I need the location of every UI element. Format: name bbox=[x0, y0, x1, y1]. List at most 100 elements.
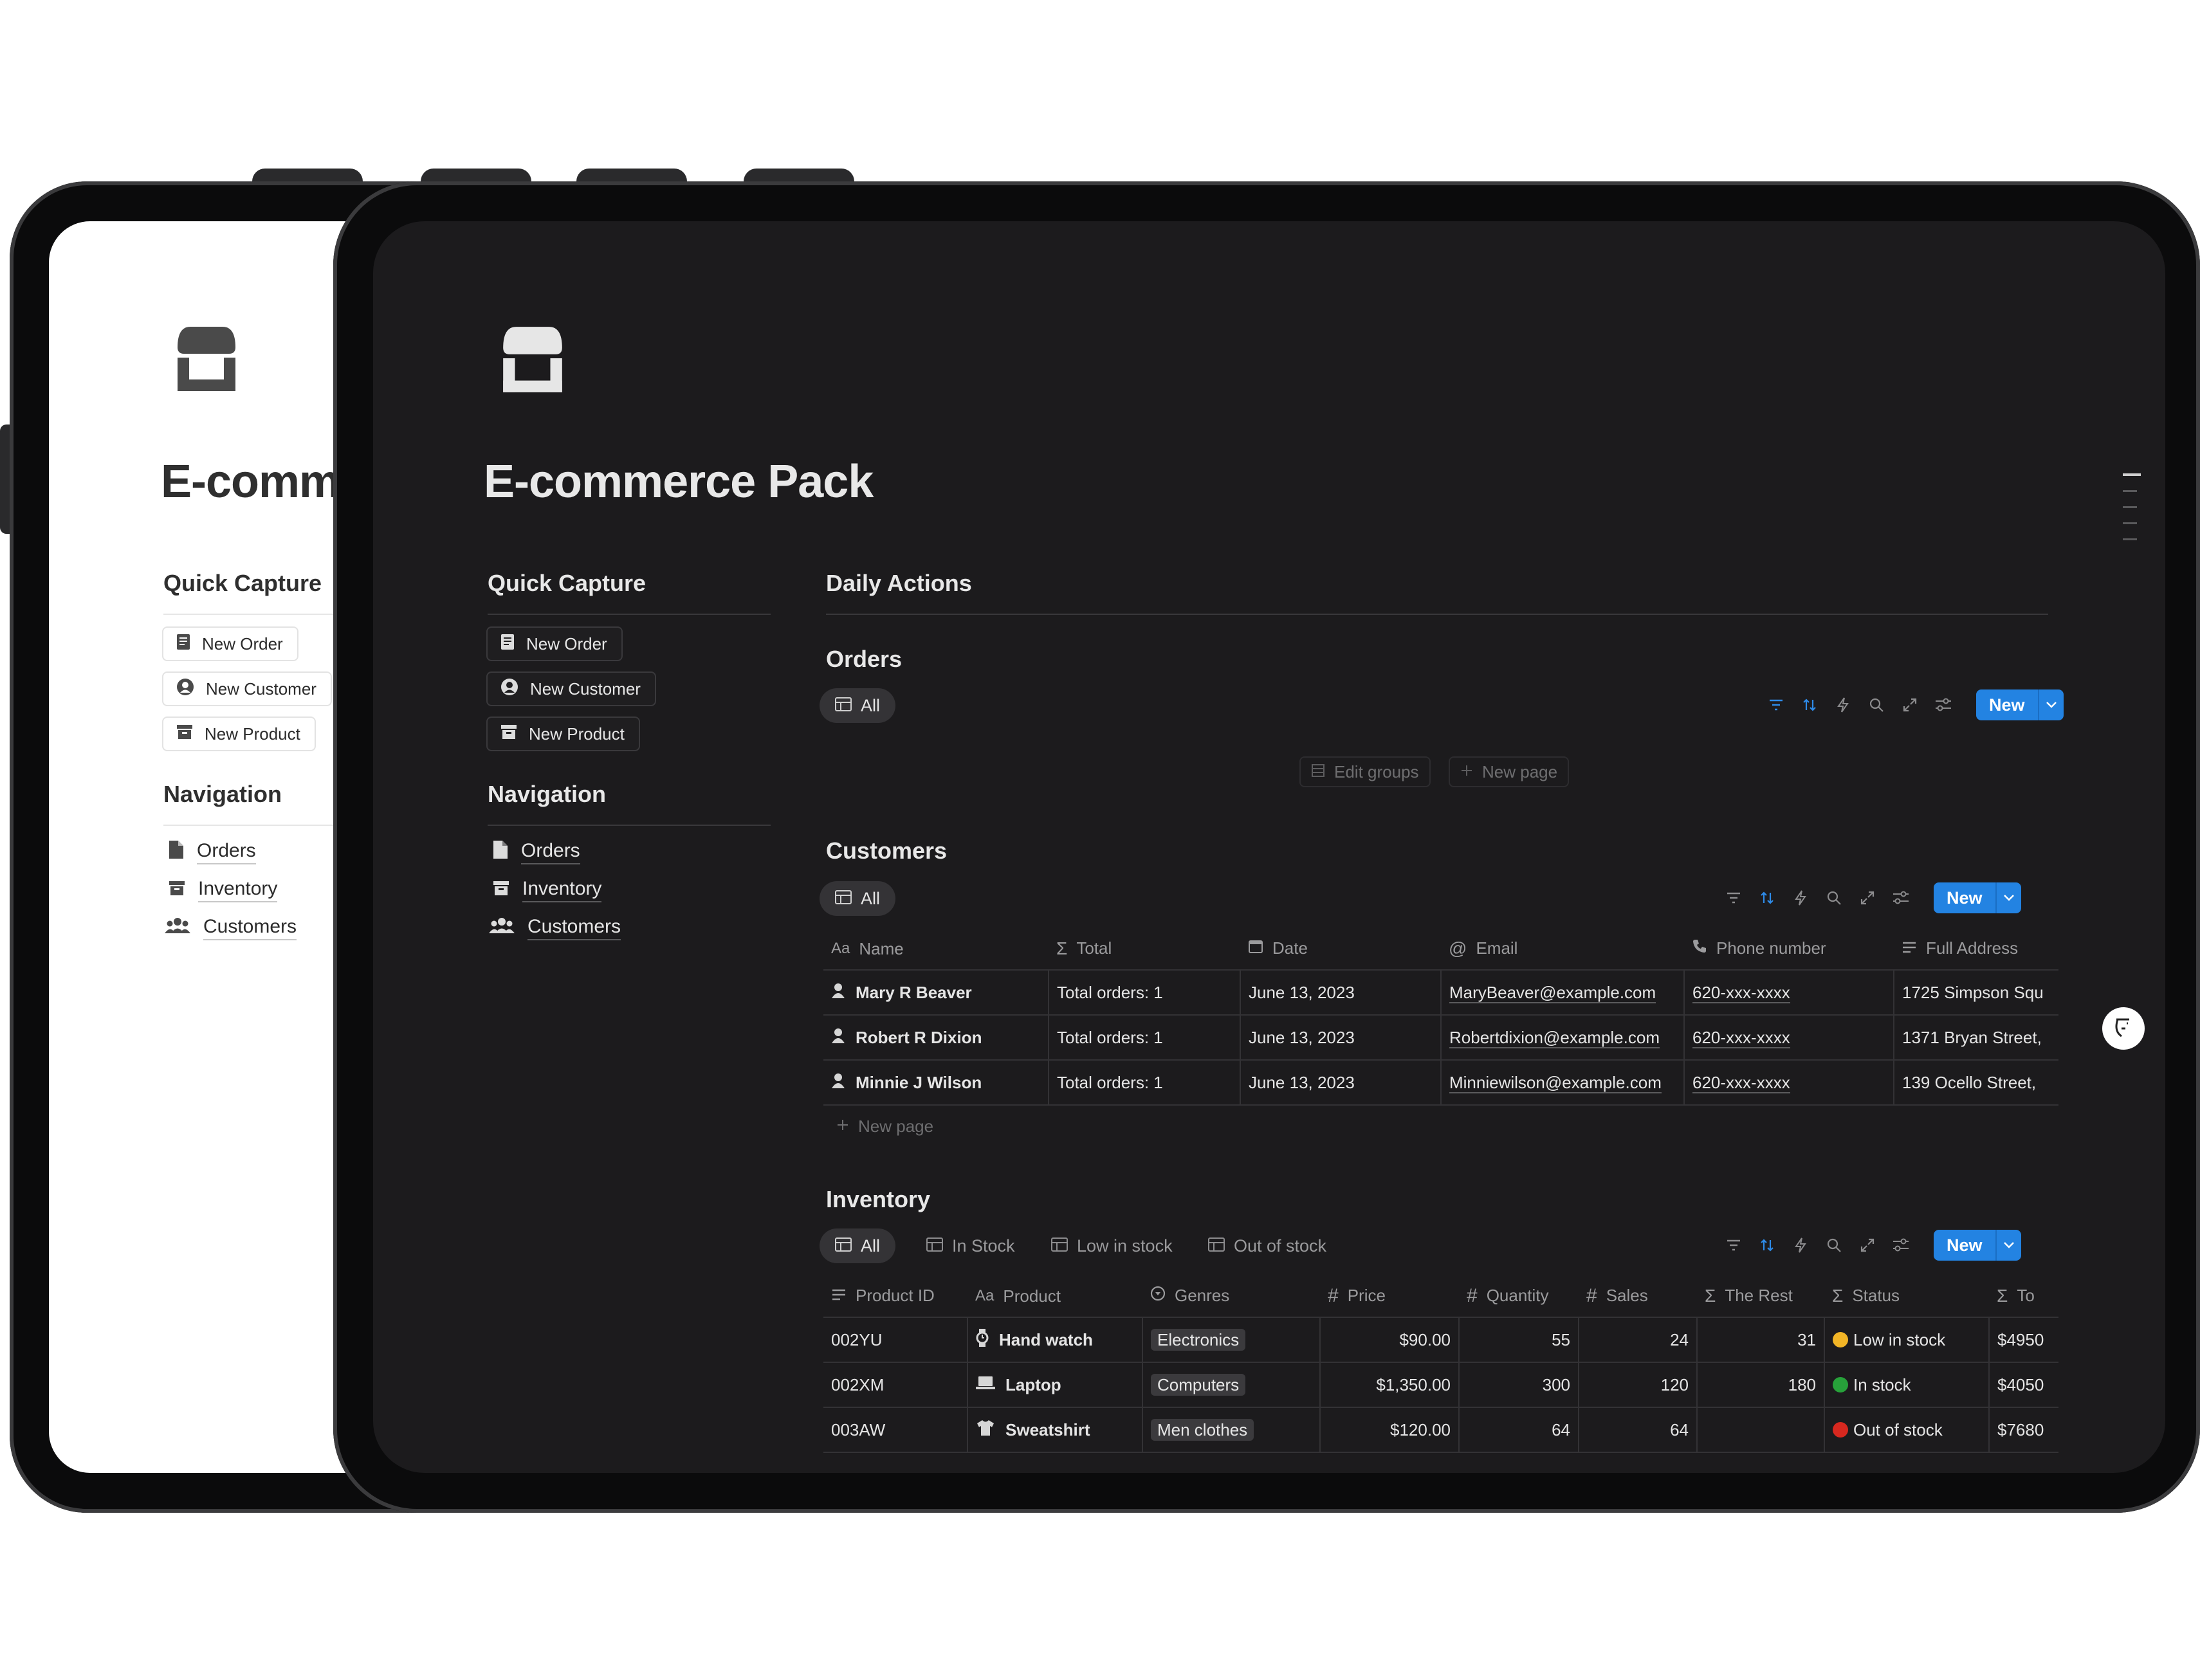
settings-sliders-icon[interactable] bbox=[1935, 697, 1952, 713]
new-product-button[interactable]: New Product bbox=[486, 717, 640, 751]
search-icon[interactable] bbox=[1868, 697, 1885, 713]
navigation-heading: Navigation bbox=[488, 781, 607, 807]
column-header[interactable]: Σ The Rest bbox=[1697, 1275, 1824, 1318]
lightning-icon[interactable] bbox=[1792, 1237, 1809, 1254]
filter-icon[interactable] bbox=[1768, 697, 1784, 713]
nav-item-orders[interactable]: Orders bbox=[169, 840, 256, 864]
inventory-tab-out-of-stock[interactable]: Out of stock bbox=[1193, 1228, 1342, 1263]
chevron-down-icon[interactable] bbox=[1995, 1230, 2021, 1261]
tab-label: Out of stock bbox=[1234, 1236, 1327, 1255]
chevron-down-icon[interactable] bbox=[2037, 689, 2064, 720]
status-dot bbox=[1833, 1377, 1848, 1392]
search-icon[interactable] bbox=[1826, 890, 1842, 906]
settings-sliders-icon[interactable] bbox=[1893, 1237, 1909, 1254]
expand-icon[interactable] bbox=[1859, 1237, 1876, 1254]
page-title: E-commerce Pack bbox=[484, 456, 874, 507]
column-header[interactable]: Genres bbox=[1142, 1275, 1320, 1318]
new-order-label: New Order bbox=[202, 634, 283, 653]
tab-label: All bbox=[861, 695, 881, 715]
column-header[interactable]: Σ To bbox=[1989, 1275, 2058, 1318]
new-customer-button[interactable]: New Customer bbox=[486, 671, 656, 706]
table-row[interactable]: 002YU Hand watch Electronics $90.00 55 2… bbox=[823, 1317, 2058, 1363]
receipt-icon bbox=[500, 634, 515, 655]
status-dot bbox=[1833, 1422, 1848, 1438]
table-row[interactable]: Minnie J Wilson Total orders: 1 June 13,… bbox=[823, 1060, 2058, 1106]
orders-tab-all[interactable]: All bbox=[820, 688, 896, 723]
new-order-button[interactable]: New Order bbox=[486, 626, 623, 661]
table-row[interactable]: Robert R Dixion Total orders: 1 June 13,… bbox=[823, 1015, 2058, 1061]
column-header[interactable]: Date bbox=[1240, 927, 1441, 971]
nav-item-label: Orders bbox=[521, 840, 580, 864]
people-icon bbox=[489, 917, 515, 939]
face-icon bbox=[2113, 1014, 2134, 1043]
divider bbox=[826, 614, 2048, 615]
new-customer-button[interactable]: New Customer bbox=[162, 671, 332, 706]
nav-item-orders[interactable]: Orders bbox=[493, 840, 580, 864]
select-icon bbox=[1150, 1286, 1166, 1306]
table-row[interactable]: 003AW Sweatshirt Men clothes $120.00 64 … bbox=[823, 1407, 2058, 1453]
column-header[interactable]: @ Email bbox=[1441, 927, 1684, 971]
customer-phone[interactable]: 620-xxx-xxxx bbox=[1692, 982, 1790, 1003]
lightning-icon[interactable] bbox=[1835, 697, 1851, 713]
customers-new-page-button[interactable]: New page bbox=[836, 1117, 933, 1137]
table-row[interactable]: 002XM Laptop Computers $1,350.00 300 120… bbox=[823, 1362, 2058, 1408]
orders-new-button[interactable]: New bbox=[1976, 689, 2064, 720]
lightning-icon[interactable] bbox=[1792, 890, 1809, 906]
column-header[interactable]: Phone number bbox=[1684, 927, 1894, 971]
inventory-tab-low-in-stock[interactable]: Low in stock bbox=[1036, 1228, 1188, 1263]
inventory-tab-all[interactable]: All bbox=[820, 1228, 896, 1263]
column-header[interactable]: # Sales bbox=[1579, 1275, 1697, 1318]
phone-icon bbox=[1692, 938, 1707, 958]
new-product-button[interactable]: New Product bbox=[162, 717, 316, 751]
filter-icon[interactable] bbox=[1725, 890, 1742, 906]
sort-icon[interactable] bbox=[1801, 697, 1818, 713]
customer-email[interactable]: Minniewilson@example.com bbox=[1449, 1072, 1662, 1093]
customer-email[interactable]: MaryBeaver@example.com bbox=[1449, 982, 1656, 1003]
help-button[interactable] bbox=[2102, 1007, 2145, 1050]
nav-item-inventory[interactable]: Inventory bbox=[169, 878, 278, 902]
expand-icon[interactable] bbox=[1859, 890, 1876, 906]
column-header[interactable]: Aa Product bbox=[967, 1275, 1142, 1318]
inventory-new-button[interactable]: New bbox=[1934, 1230, 2021, 1261]
column-header[interactable]: Full Address bbox=[1894, 927, 2058, 971]
text-lines-icon bbox=[1902, 938, 1917, 958]
column-header[interactable]: Σ Total bbox=[1049, 927, 1240, 971]
customers-new-button[interactable]: New bbox=[1934, 882, 2021, 913]
outline-indicator[interactable] bbox=[2123, 473, 2141, 557]
chevron-down-icon[interactable] bbox=[1995, 882, 2021, 913]
customer-phone[interactable]: 620-xxx-xxxx bbox=[1692, 1027, 1790, 1048]
column-header[interactable]: Σ Status bbox=[1824, 1275, 1989, 1318]
nav-item-customers[interactable]: Customers bbox=[489, 916, 621, 940]
nav-item-customers[interactable]: Customers bbox=[165, 916, 297, 940]
product-total: $4950 bbox=[1989, 1317, 2058, 1363]
column-header[interactable]: Aa Name bbox=[823, 927, 1049, 971]
customers-tab-all[interactable]: All bbox=[820, 881, 896, 916]
orders-new-page-button[interactable]: New page bbox=[1449, 756, 1570, 787]
customer-email[interactable]: Robertdixion@example.com bbox=[1449, 1027, 1660, 1048]
product-total: $7680 bbox=[1989, 1407, 2058, 1453]
edit-groups-button[interactable]: Edit groups bbox=[1299, 756, 1431, 787]
product-sales: 24 bbox=[1579, 1317, 1698, 1363]
tab-label: All bbox=[861, 1236, 881, 1255]
customers-toolbar: New bbox=[1725, 882, 2021, 913]
plus-icon bbox=[1460, 764, 1473, 780]
nav-item-inventory[interactable]: Inventory bbox=[493, 878, 602, 902]
nav-item-label: Inventory bbox=[522, 878, 602, 902]
column-header[interactable]: Product ID bbox=[823, 1275, 967, 1318]
new-order-button[interactable]: New Order bbox=[162, 626, 298, 661]
customer-phone[interactable]: 620-xxx-xxxx bbox=[1692, 1072, 1790, 1093]
column-header[interactable]: # Price bbox=[1320, 1275, 1459, 1318]
inventory-tab-in-stock[interactable]: In Stock bbox=[911, 1228, 1031, 1263]
new-product-label: New Product bbox=[529, 724, 625, 744]
table-row[interactable]: Mary R Beaver Total orders: 1 June 13, 2… bbox=[823, 970, 2058, 1016]
expand-icon[interactable] bbox=[1902, 697, 1918, 713]
filter-icon[interactable] bbox=[1725, 1237, 1742, 1254]
search-icon[interactable] bbox=[1826, 1237, 1842, 1254]
column-header[interactable]: # Quantity bbox=[1459, 1275, 1579, 1318]
sort-icon[interactable] bbox=[1759, 890, 1775, 906]
settings-sliders-icon[interactable] bbox=[1893, 890, 1909, 906]
product-total: $4050 bbox=[1989, 1362, 2058, 1408]
new-button-label: New bbox=[1934, 882, 1995, 913]
product-id: 002YU bbox=[823, 1317, 968, 1363]
sort-icon[interactable] bbox=[1759, 1237, 1775, 1254]
